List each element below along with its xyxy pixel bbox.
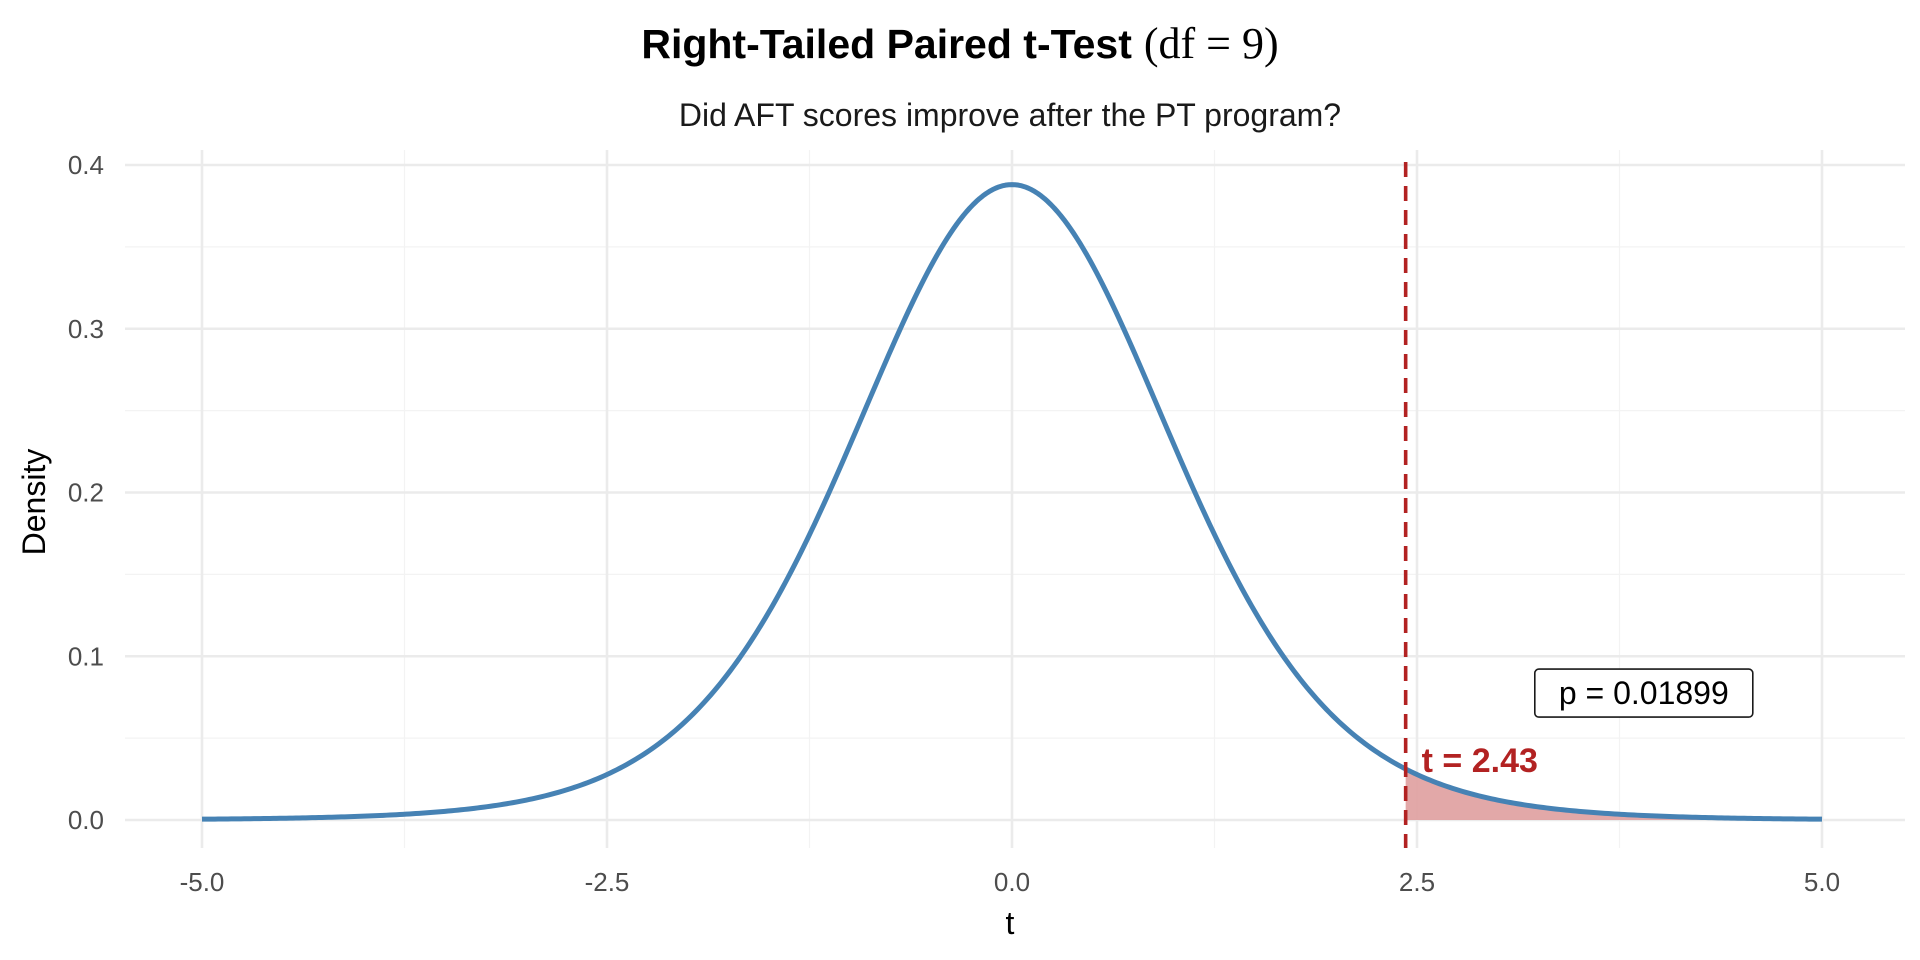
x-tick-label: 2.5 (1399, 867, 1435, 897)
y-tick-label: 0.4 (68, 150, 104, 180)
x-tick-label: -5.0 (180, 867, 225, 897)
x-axis-title: t (1006, 905, 1015, 941)
density-curve (201, 182, 1823, 822)
x-tick-label: -2.5 (585, 867, 630, 897)
y-tick-label: 0.1 (68, 641, 104, 671)
y-tick-label: 0.0 (68, 805, 104, 835)
y-axis-title: Density (16, 449, 52, 556)
chart-title-math: (df = 9) (1144, 19, 1279, 68)
x-axis-ticks: -5.0 -2.5 0.0 2.5 5.0 (180, 867, 1840, 897)
chart-subtitle: Did AFT scores improve after the PT prog… (679, 97, 1341, 133)
y-axis-ticks: 0.0 0.1 0.2 0.3 0.4 (68, 150, 104, 835)
x-tick-label: 5.0 (1804, 867, 1840, 897)
grid-lines (125, 150, 1905, 848)
t-statistic-label: t = 2.43 (1422, 742, 1538, 780)
chart-title-text: Right-Tailed Paired t-Test (641, 21, 1132, 67)
x-tick-label: 0.0 (994, 867, 1030, 897)
p-value-box-border (1534, 668, 1754, 718)
p-value-label: p = 0.01899 (1559, 675, 1729, 711)
p-value-shaded-area (1405, 768, 1822, 820)
y-tick-label: 0.2 (68, 478, 104, 508)
y-tick-label: 0.3 (68, 314, 104, 344)
chart-title: Right-Tailed Paired t-Test (df = 9) (641, 19, 1278, 68)
p-value-box: p = 0.01899 (1534, 668, 1754, 718)
